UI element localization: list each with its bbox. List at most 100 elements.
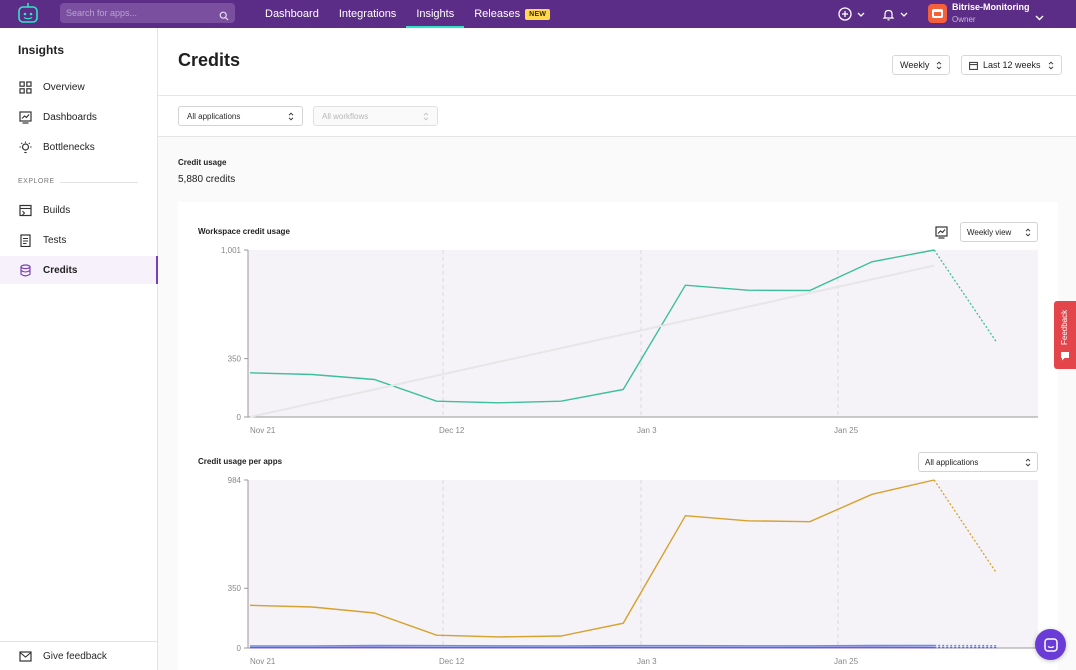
workspace-chevron-down-icon[interactable] xyxy=(1035,8,1044,26)
nav-releases[interactable]: Releases NEW xyxy=(464,0,560,28)
give-feedback-link[interactable]: Give feedback xyxy=(0,641,158,670)
workspace-avatar[interactable] xyxy=(928,4,947,23)
sidebar-item-tests[interactable]: Tests xyxy=(0,226,158,254)
sidebar-item-label: Credits xyxy=(43,264,78,276)
sidebar-item-label: Tests xyxy=(43,234,67,246)
nav-insights[interactable]: Insights xyxy=(406,0,465,28)
y-tick-label: 350 xyxy=(228,584,242,593)
sidebar-divider xyxy=(60,182,138,183)
filter-divider xyxy=(158,136,1076,137)
sidebar-item-overview[interactable]: Overview xyxy=(0,73,158,101)
workspace-name[interactable]: Bitrise-Monitoring xyxy=(952,2,1030,12)
series-line xyxy=(249,479,935,638)
period-select[interactable]: Weekly xyxy=(892,55,951,75)
charts-card: Workspace credit usage Weekly view Nov 2… xyxy=(178,202,1058,670)
bell-icon xyxy=(881,7,895,21)
plot-area xyxy=(248,480,1038,648)
y-tick-label: 0 xyxy=(237,644,242,653)
calendar-icon xyxy=(969,61,978,70)
x-tick-label: Dec 12 xyxy=(439,657,465,666)
x-tick-label: Nov 21 xyxy=(250,426,276,435)
sidebar-item-dashboards[interactable]: Dashboards xyxy=(0,103,158,131)
give-feedback-label: Give feedback xyxy=(43,650,107,662)
updown-chevron-icon xyxy=(1025,457,1031,467)
workspace-credit-chart: Nov 21 Dec 12 Jan 3 Jan 25 0 350 1,001 xyxy=(221,246,1038,435)
sidebar-item-label: Bottlenecks xyxy=(43,141,95,153)
series-line xyxy=(249,249,935,404)
view-select-value: Weekly view xyxy=(967,227,1012,237)
sidebar-title: Insights xyxy=(18,43,65,57)
sidebar-item-builds[interactable]: Builds xyxy=(0,196,158,224)
workspace-role: Owner xyxy=(952,15,976,24)
nav-integrations-label: Integrations xyxy=(338,8,397,20)
chat-icon xyxy=(1043,637,1058,652)
sidebar-item-label: Builds xyxy=(43,204,71,216)
credit-usage-label: Credit usage xyxy=(178,158,227,167)
new-badge: NEW xyxy=(525,8,551,20)
x-tick-label: Dec 12 xyxy=(439,426,465,435)
notifications-button[interactable] xyxy=(881,0,909,28)
nav-dashboard-label: Dashboard xyxy=(265,8,319,20)
nav-integrations[interactable]: Integrations xyxy=(329,0,406,28)
app-search[interactable] xyxy=(60,3,235,23)
database-icon xyxy=(18,263,32,277)
chart-monitor-icon xyxy=(18,110,32,124)
trend-line xyxy=(249,264,935,418)
bitrise-logo-icon[interactable] xyxy=(17,3,39,23)
x-tick-label: Jan 3 xyxy=(637,426,657,435)
add-menu-button[interactable] xyxy=(838,0,866,28)
x-tick-label: Jan 3 xyxy=(637,657,657,666)
header-divider xyxy=(158,95,1076,96)
main-nav: Dashboard Integrations Insights Releases… xyxy=(255,0,560,28)
workflows-filter-value: All workflows xyxy=(322,111,369,121)
main-content: Credits Weekly Last 12 weeks All applica… xyxy=(158,28,1076,670)
chart-type-button[interactable] xyxy=(933,224,949,240)
speech-bubble-icon xyxy=(1061,352,1069,361)
sidebar: Insights Overview Dashboards Bottlenecks… xyxy=(0,28,158,670)
feedback-tab[interactable]: Feedback xyxy=(1054,301,1076,369)
x-tick-label: Jan 25 xyxy=(834,657,859,666)
sidebar-item-bottlenecks[interactable]: Bottlenecks xyxy=(0,133,158,161)
updown-chevron-icon xyxy=(1048,60,1054,70)
sidebar-item-label: Overview xyxy=(43,81,85,93)
updown-chevron-icon xyxy=(1025,227,1031,237)
lightbulb-icon xyxy=(18,140,32,154)
chart-monitor-icon xyxy=(934,225,948,239)
date-range-value: Last 12 weeks xyxy=(983,60,1041,70)
updown-chevron-icon xyxy=(936,60,942,70)
workflows-filter[interactable]: All workflows xyxy=(313,106,438,126)
nav-releases-label: Releases xyxy=(474,8,521,20)
search-icon[interactable] xyxy=(219,8,229,26)
sidebar-item-credits[interactable]: Credits xyxy=(0,256,158,284)
y-tick-label: 984 xyxy=(228,476,242,485)
y-tick-label: 1,001 xyxy=(221,246,242,255)
applications-filter-value: All applications xyxy=(187,111,241,121)
x-tick-label: Jan 25 xyxy=(834,426,859,435)
applications-filter[interactable]: All applications xyxy=(178,106,303,126)
updown-chevron-icon xyxy=(423,111,429,121)
projected-segment xyxy=(933,249,997,343)
page-title: Credits xyxy=(178,50,241,70)
search-input[interactable] xyxy=(66,8,216,18)
per-app-chart-title: Credit usage per apps xyxy=(198,457,283,466)
updown-chevron-icon xyxy=(288,111,294,121)
feedback-tab-label: Feedback xyxy=(1060,309,1069,345)
nav-dashboard[interactable]: Dashboard xyxy=(255,0,329,28)
y-tick-label: 0 xyxy=(237,413,242,422)
chat-support-button[interactable] xyxy=(1035,629,1066,660)
builds-icon xyxy=(18,203,32,217)
per-app-filter-select[interactable]: All applications xyxy=(918,452,1038,472)
y-tick-label: 350 xyxy=(228,355,242,364)
mail-icon xyxy=(18,649,32,663)
per-app-credit-chart: Nov 21 Dec 12 Jan 3 Jan 25 0 350 984 xyxy=(228,476,1038,666)
view-select[interactable]: Weekly view xyxy=(960,222,1038,242)
sidebar-item-label: Dashboards xyxy=(43,111,97,123)
grid-icon xyxy=(18,80,32,94)
period-select-value: Weekly xyxy=(900,60,930,70)
per-app-filter-value: All applications xyxy=(925,457,979,467)
date-range-select[interactable]: Last 12 weeks xyxy=(961,55,1062,75)
sidebar-section-explore: EXPLORE xyxy=(18,178,55,185)
plus-circle-icon xyxy=(838,7,852,21)
workspace-chart-title: Workspace credit usage xyxy=(198,227,290,236)
projected-segment xyxy=(933,479,997,574)
